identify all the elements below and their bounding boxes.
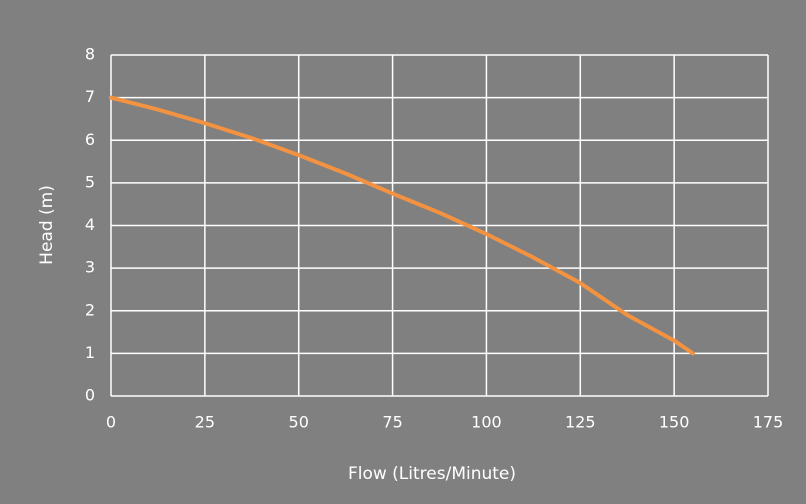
y-tick-label: 4 <box>85 215 95 234</box>
x-tick-label: 75 <box>382 413 402 432</box>
x-tick-label: 0 <box>106 413 116 432</box>
y-tick-label: 2 <box>85 300 95 319</box>
y-tick-label: 6 <box>85 130 95 149</box>
y-axis-label: Head (m) <box>37 185 57 265</box>
x-tick-label: 175 <box>753 413 784 432</box>
line <box>109 95 695 356</box>
y-tick-label: 7 <box>85 87 95 106</box>
x-tick-label: 125 <box>565 413 596 432</box>
x-axis-label: Flow (Litres/Minute) <box>348 464 516 484</box>
y-tick-label: 0 <box>85 386 95 405</box>
y-tick-label: 8 <box>85 45 95 64</box>
y-tick-label: 1 <box>85 343 95 362</box>
x-tick-label: 25 <box>195 413 215 432</box>
x-tick-label: 50 <box>289 413 309 432</box>
x-tick-label: 100 <box>471 413 502 432</box>
y-tick-label: 5 <box>85 172 95 191</box>
x-tick-label: 150 <box>659 413 690 432</box>
y-tick-label: 3 <box>85 258 95 277</box>
